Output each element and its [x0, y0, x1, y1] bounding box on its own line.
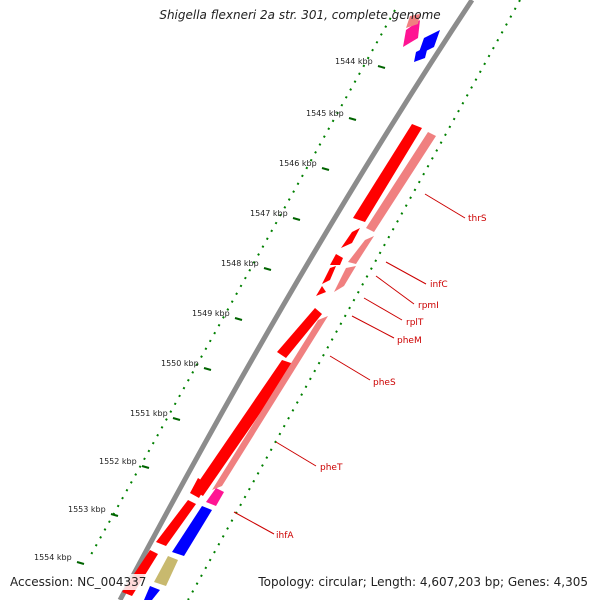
callout-line	[329, 355, 371, 381]
rplT-gene	[322, 266, 336, 284]
pheT-gene	[193, 360, 294, 496]
ruler-label: 1546 kbp	[279, 159, 317, 168]
gene-label[interactable]: pheT	[320, 463, 343, 473]
features	[122, 14, 440, 600]
blue-feature	[144, 586, 160, 600]
ruler-label: 1544 kbp	[335, 57, 373, 66]
gene-label[interactable]: rpmI	[418, 301, 439, 311]
ruler-tick	[348, 117, 357, 121]
genome-backbone	[117, 0, 475, 602]
ruler-tick	[377, 65, 386, 69]
callout-line	[351, 315, 395, 339]
pheT-reverse-feature	[212, 316, 328, 490]
ruler-label: 1554 kbp	[34, 553, 72, 562]
gene-label[interactable]: rplT	[406, 318, 424, 328]
ruler-label: 1552 kbp	[99, 457, 137, 466]
ruler: 1544 kbp 1545 kbp 1546 kbp 1547 kbp 1548 kbp…	[34, 57, 386, 565]
ruler-label: 1549 kbp	[192, 309, 230, 318]
callout-line	[363, 297, 403, 321]
gene-label[interactable]: infC	[430, 280, 448, 290]
olive-feature	[154, 556, 178, 586]
blue-feature	[414, 46, 428, 62]
ruler-tick	[263, 267, 272, 271]
gene-label[interactable]: ihfA	[276, 531, 294, 541]
ruler-tick	[321, 167, 330, 171]
gene-label[interactable]: pheM	[397, 336, 422, 346]
infC-gene	[341, 228, 360, 248]
reverse-feature	[348, 236, 374, 264]
genome-summary: Topology: circular; Length: 4,607,203 bp…	[256, 574, 590, 590]
ruler-tick	[172, 417, 181, 421]
gc-content-track-outer	[87, 9, 396, 561]
ruler-tick	[141, 465, 150, 469]
gc-content-track-inner	[187, 0, 521, 601]
ruler-tick	[203, 367, 212, 371]
gene-label[interactable]: thrS	[468, 214, 487, 224]
ruler-label: 1551 kbp	[130, 409, 168, 418]
reverse-feature	[334, 266, 356, 292]
thrS-gene	[353, 124, 422, 222]
blue-feature	[172, 506, 212, 556]
ruler-tick	[234, 317, 243, 321]
callout-line	[424, 193, 466, 219]
callout-line	[233, 511, 275, 535]
ruler-tick	[76, 561, 85, 565]
callout-line	[275, 441, 317, 467]
pink-feature	[406, 14, 420, 28]
pheS-gene	[277, 308, 322, 358]
accession-label: Accession: NC_004337	[8, 574, 149, 590]
ihfA-gene	[190, 478, 207, 498]
ruler-label: 1548 kbp	[221, 259, 259, 268]
ruler-tick	[292, 217, 301, 221]
magenta-feature	[206, 488, 224, 506]
ruler-label: 1547 kbp	[250, 209, 288, 218]
gene-label[interactable]: pheS	[373, 378, 396, 388]
gene-callouts: thrS infC rpmI rplT pheM pheS pheT ihfA	[233, 193, 487, 541]
ruler-label: 1550 kbp	[161, 359, 199, 368]
thrS-reverse-feature	[366, 132, 436, 232]
callout-line	[375, 275, 415, 305]
genome-title: Shigella flexneri 2a str. 301, complete …	[159, 8, 441, 22]
pheM-gene	[316, 286, 326, 296]
ruler-label: 1553 kbp	[68, 505, 106, 514]
ruler-label: 1545 kbp	[306, 109, 344, 118]
forward-gene	[156, 500, 196, 546]
callout-line	[385, 261, 427, 285]
rpmI-gene	[330, 254, 343, 265]
magenta-feature	[403, 20, 420, 47]
ruler-tick	[110, 513, 119, 517]
